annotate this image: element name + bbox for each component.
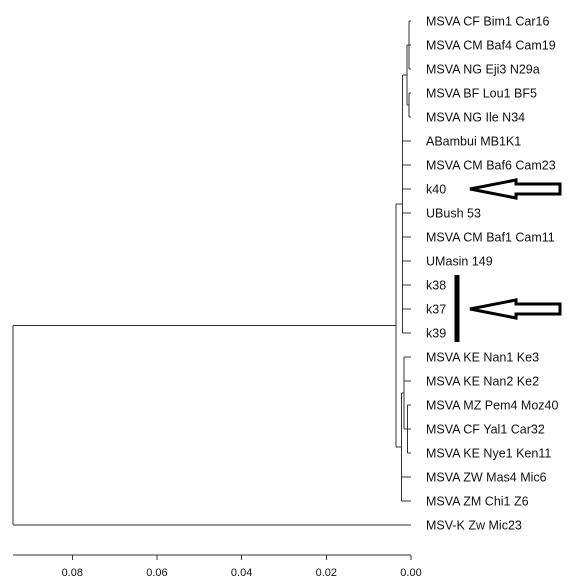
leaf-label-l6: ABambui MB1K1 [426, 135, 521, 149]
arrow-k40-icon [469, 178, 562, 200]
leaf-label-l12: k38 [426, 279, 446, 293]
tree-branches [12, 20, 411, 526]
leaf-label-l13: k37 [426, 303, 446, 317]
leaf-label-l21: MSVA ZM Chi1 Z6 [426, 495, 529, 509]
axis-tick-label-3: 0.04 [231, 567, 252, 579]
axis-tick-label-5: 0.00 [400, 567, 421, 579]
leaf-label-l15: MSVA KE Nan1 Ke3 [426, 351, 539, 365]
leaf-label-l18: MSVA CF Yal1 Car32 [426, 423, 545, 437]
axis-tick-label-2: 0.06 [146, 567, 167, 579]
leaf-label-l9: UBush 53 [426, 207, 481, 221]
leaf-label-l11: UMasin 149 [426, 255, 493, 269]
leaf-labels: MSVA CF Bim1 Car16 MSVA CM Baf4 Cam19 MSVA… [426, 15, 558, 533]
annotations [454, 178, 562, 342]
leaf-label-l8: k40 [426, 183, 446, 197]
leaf-label-l5: MSVA NG Ile N34 [426, 111, 525, 125]
axis-tick-label-4: 0.02 [316, 567, 337, 579]
leaf-label-l22: MSV-K Zw Mic23 [426, 519, 522, 533]
leaf-label-l20: MSVA ZW Mas4 Mic6 [426, 471, 547, 485]
axis-tick-label-1: 0.08 [62, 567, 83, 579]
leaf-label-l3: MSVA NG Eji3 N29a [426, 63, 540, 77]
arrow-k37-icon [469, 298, 562, 320]
leaf-label-l1: MSVA CF Bim1 Car16 [426, 15, 549, 29]
leaf-label-l14: k39 [426, 327, 446, 341]
leaf-label-l16: MSVA KE Nan2 Ke2 [426, 375, 539, 389]
leaf-label-l2: MSVA CM Baf4 Cam19 [426, 39, 556, 53]
leaf-label-l7: MSVA CM Baf6 Cam23 [426, 159, 556, 173]
leaf-label-l17: MSVA MZ Pem4 Moz40 [426, 399, 558, 413]
leaf-label-l10: MSVA CM Baf1 Cam11 [426, 231, 555, 245]
distance-axis: 0.08 0.06 0.04 0.02 0.00 [13, 554, 422, 579]
leaf-label-l19: MSVA KE Nye1 Ken11 [426, 447, 551, 461]
leaf-label-l4: MSVA BF Lou1 BF5 [426, 87, 537, 101]
